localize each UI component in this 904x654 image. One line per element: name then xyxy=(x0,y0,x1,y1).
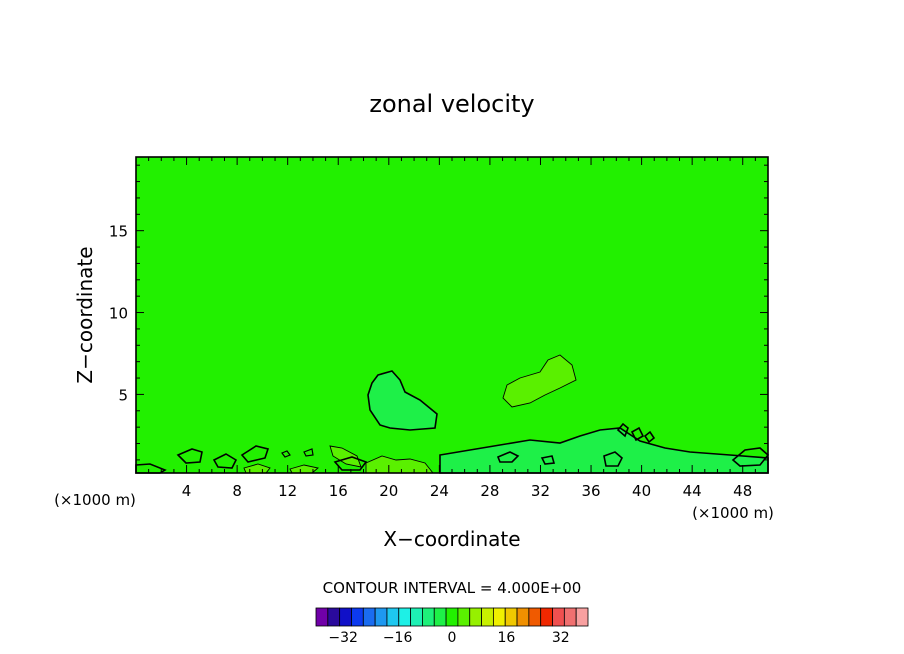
x-tick-label: 40 xyxy=(632,482,651,500)
colorbar-swatch xyxy=(433,607,447,627)
chart-title: zonal velocity xyxy=(369,90,534,118)
colorbar-swatch xyxy=(563,607,577,627)
colorbar-swatch xyxy=(351,607,364,627)
contour-region-a xyxy=(367,370,438,431)
y-scale-note: (×1000 m) xyxy=(54,491,136,509)
contour-island xyxy=(603,451,623,467)
contour-island xyxy=(333,456,368,471)
colorbar-swatch xyxy=(516,607,530,627)
colorbar-swatch xyxy=(362,607,376,627)
colorbar-swatch xyxy=(422,607,435,627)
colorbar-tick-label: −32 xyxy=(328,630,358,646)
colorbar-swatch xyxy=(410,607,423,627)
contour-island xyxy=(281,450,291,458)
colorbar-swatch xyxy=(469,607,482,627)
contour-island xyxy=(540,455,556,465)
x-tick-label: 44 xyxy=(683,482,702,500)
colorbar-swatch xyxy=(575,607,589,627)
colorbar-tick-label: 32 xyxy=(552,630,570,646)
colorbar-swatch xyxy=(327,607,341,627)
y-tick-label: 5 xyxy=(118,386,128,404)
colorbar-swatch xyxy=(315,607,329,627)
y-tick-label: 10 xyxy=(109,305,128,323)
y-axis-label: Z−coordinate xyxy=(73,246,97,383)
colorbar-labels: −32 −16 0 16 32 xyxy=(328,630,569,646)
colorbar-swatch xyxy=(540,607,553,627)
contour-island xyxy=(329,445,362,468)
x-tick-label: 28 xyxy=(480,482,499,500)
colorbar xyxy=(315,607,589,627)
x-tick-label: 20 xyxy=(379,482,398,500)
contour-island xyxy=(496,451,520,463)
x-axis-label: X−coordinate xyxy=(383,527,520,551)
x-tick-label: 8 xyxy=(232,482,242,500)
x-tick-label: 36 xyxy=(581,482,600,500)
x-tick-label: 24 xyxy=(430,482,449,500)
x-tick-label: 4 xyxy=(182,482,192,500)
contour-region-b xyxy=(502,354,577,408)
colorbar-tick-label: 16 xyxy=(497,630,515,646)
contour-interval-label: CONTOUR INTERVAL = 4.000E+00 xyxy=(323,579,582,597)
contour-island xyxy=(643,430,656,444)
colorbar-swatch xyxy=(398,607,412,627)
x-tick-labels: 4 8 12 16 20 24 28 32 36 40 44 48 xyxy=(182,482,752,500)
colorbar-swatch xyxy=(339,607,352,627)
colorbar-tick-label: −16 xyxy=(383,630,413,646)
colorbar-swatch xyxy=(386,607,400,627)
y-tick-labels: 5 10 15 xyxy=(109,223,128,405)
contour-island xyxy=(212,453,238,469)
colorbar-swatch xyxy=(445,607,459,627)
contour-island xyxy=(630,426,645,442)
colorbar-swatch xyxy=(492,607,506,627)
contour-island xyxy=(240,445,270,463)
x-scale-note: (×1000 m) xyxy=(692,504,774,522)
plot-background xyxy=(136,157,768,473)
surface-layer-contour xyxy=(439,427,769,474)
colorbar-swatch xyxy=(528,607,542,627)
y-tick-label: 15 xyxy=(109,223,128,241)
plot-area xyxy=(135,156,770,474)
contour-island xyxy=(243,463,271,474)
colorbar-swatch xyxy=(552,607,565,627)
x-tick-label: 48 xyxy=(733,482,752,500)
colorbar-tick-label: 0 xyxy=(448,630,457,646)
contour-island xyxy=(176,448,203,464)
x-tick-label: 16 xyxy=(329,482,348,500)
contour-island xyxy=(303,448,314,457)
colorbar-swatch xyxy=(457,607,471,627)
x-tick-label: 12 xyxy=(278,482,297,500)
x-tick-label: 32 xyxy=(531,482,550,500)
colorbar-swatch xyxy=(481,607,494,627)
colorbar-swatch xyxy=(504,607,518,627)
colorbar-swatch xyxy=(374,607,388,627)
contour-island xyxy=(616,422,629,438)
axis-ticks xyxy=(135,157,769,473)
